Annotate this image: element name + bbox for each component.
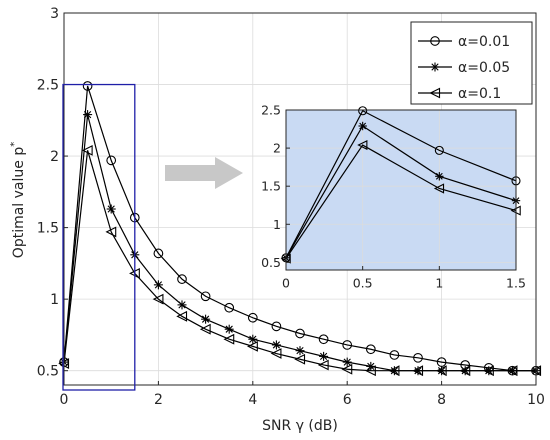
main-series-0-point-15 [413,352,423,363]
main-series-0-point-9 [271,321,282,332]
inset-series-group [280,106,521,264]
main-ytick-label-1: 1 [50,292,59,308]
main-series-2-point-17 [459,365,471,377]
legend-label-2: α=0.1 [458,86,501,102]
main-series-1-point-7 [224,324,234,334]
main-series-2-point-15 [412,365,424,377]
main-series-1-point-5 [177,300,187,310]
inset-background [286,110,516,270]
main-series-1-point-12 [342,357,352,367]
main-series-0-point-7 [224,302,235,313]
main-xtick-label-1: 2 [154,392,163,408]
main-series-2-point-12 [341,363,353,375]
main-series-2-point-16 [435,365,447,377]
main-series-1-point-8 [248,334,258,344]
main-xtick-label-0: 0 [60,392,69,408]
main-ytick-label-5: 3 [50,6,59,22]
main-series-2-point-2 [105,226,117,238]
inset-xtick-label-1: 0.5 [353,276,373,291]
inset-series-line-0 [285,109,517,259]
zoom-region-box [62,83,136,391]
inset-series-2-point-2 [433,183,445,194]
main-xtick-label-4: 8 [437,392,446,408]
inset-xtick-label-3: 1.5 [506,276,526,291]
main-series-0-point-6 [200,291,211,302]
main-series-0-point-5 [177,274,187,284]
main-tick-labels: 0 2 4 6 8 100.511.522.53 [37,6,545,408]
main-series-2-point-5 [176,310,188,322]
main-series-1-point-11 [319,351,329,361]
main-series-0-point-2 [106,155,117,166]
main-series-0-point-13 [365,344,376,355]
main-series-2-point-1 [81,144,93,156]
inset-series-0-point-2 [434,145,444,155]
main-series-2-point-9 [270,348,282,359]
main-series-1-point-10 [295,346,305,356]
inset-ytick-label-1: 1 [273,217,281,232]
main-series-0-point-4 [153,248,164,259]
inset-ytick-label-2: 1.5 [261,179,281,194]
inset-xtick-label-0: 0 [282,276,290,291]
main-series-0-point-14 [389,350,400,360]
zoom-arrow-icon [165,157,243,189]
inset-ytick-label-3: 2 [273,141,281,156]
x-axis-label: SNR γ (dB) [262,418,338,434]
main-series-0-point-12 [342,340,353,350]
main-series-0-point-8 [247,312,258,323]
inset-series-0-point-1 [358,106,368,116]
legend-box [410,21,533,105]
main-series-2-point-14 [388,365,400,377]
main-xtick-label-5: 10 [527,392,545,408]
legend-items: α=0.01 α=0.05 α=0.1 [418,34,510,102]
main-xtick-label-2: 4 [248,392,257,408]
inset-series-1-point-1 [358,121,367,131]
main-ytick-label-4: 2.5 [37,78,59,94]
main-series-2-point-10 [294,353,306,365]
legend-marker-2 [429,87,441,99]
legend-marker-1 [430,62,440,72]
inset-ytick-label-0: 0.5 [261,255,281,270]
main-series-2-point-19 [506,365,518,377]
y-axis-label-superscript: * [9,142,20,147]
main-series-2-point-4 [152,293,164,305]
main-series-line-2 [63,150,536,372]
inset-series-line-1 [285,125,517,259]
inset-series-1-point-2 [435,172,444,181]
main-series-1-point-6 [201,314,211,324]
main-series-0-point-11 [318,334,329,345]
legend-marker-0 [430,36,440,46]
main-series-1-point-1 [83,110,93,120]
main-series-2-point-11 [317,359,329,371]
main-series-2-point-18 [483,365,494,377]
main-ytick-label-0: 0.5 [37,364,59,380]
inset-tick-labels: 0 0.5 1 1.50.511.522.5 [261,103,526,291]
inset-plot-frame [285,109,517,271]
inset-series-2-point-1 [357,139,368,151]
main-series-2-point-6 [199,323,211,335]
main-series-line-0 [63,85,536,372]
main-xtick-label-3: 6 [343,392,352,408]
main-series-1-point-2 [106,204,116,214]
y-axis-label: Optimal value p* [9,142,27,258]
main-plot-frame [63,12,537,386]
inset-xtick-label-2: 1 [435,276,443,291]
inset-ytick-label-4: 2.5 [261,103,281,118]
main-series-2-point-13 [365,365,376,377]
main-ytick-label-2: 1.5 [37,221,59,237]
legend-label-1: α=0.05 [458,60,510,76]
main-series-0-point-10 [295,328,305,339]
main-series-0-point-1 [82,81,93,91]
y-axis-label-text: Optimal value p [11,147,27,259]
inset-series-line-2 [285,144,517,259]
main-series-2-point-7 [223,333,235,345]
main-series-2-point-8 [247,340,258,352]
main-series-1-point-4 [153,280,163,290]
main-series-1-point-9 [271,340,281,350]
legend: α=0.01 α=0.05 α=0.1 [410,21,533,105]
legend-label-0: α=0.01 [458,34,510,50]
main-ytick-label-3: 2 [50,149,59,165]
